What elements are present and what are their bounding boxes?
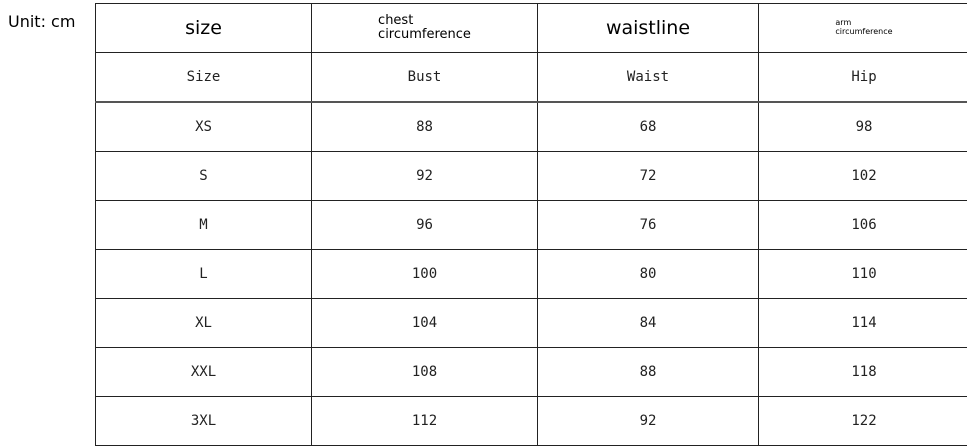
table-cell: M [96,201,312,250]
table-cell: 106 [759,201,967,250]
table-cell: 108 [312,348,538,397]
subheader-cell: Waist [538,53,759,103]
table-cell: 76 [538,201,759,250]
table-cell: 98 [759,102,967,152]
table-cell: 88 [312,102,538,152]
table-cell: 92 [538,397,759,446]
header-waistline: waistline [538,4,759,53]
unit-label: Unit: cm [8,12,75,31]
table-cell: 104 [312,299,538,348]
table-cell: 92 [312,152,538,201]
table-cell: XXL [96,348,312,397]
table-cell: XS [96,102,312,152]
table-cell: 80 [538,250,759,299]
subheader-row: Size Bust Waist Hip [96,53,967,103]
table-cell: 96 [312,201,538,250]
subheader-cell: Bust [312,53,538,103]
table-cell: 114 [759,299,967,348]
table-cell: 112 [312,397,538,446]
table-cell: 88 [538,348,759,397]
table-cell: 68 [538,102,759,152]
table-cell: XL [96,299,312,348]
table-cell: S [96,152,312,201]
table-cell: 102 [759,152,967,201]
subheader-cell: Size [96,53,312,103]
table-cell: 118 [759,348,967,397]
table-cell: 3XL [96,397,312,446]
table-cell: 110 [759,250,967,299]
table-cell: 72 [538,152,759,201]
table-cell: L [96,250,312,299]
header-size: size [96,4,312,53]
table-cell: 84 [538,299,759,348]
table-cell: 100 [312,250,538,299]
subheader-cell: Hip [759,53,967,103]
table-cell: 122 [759,397,967,446]
